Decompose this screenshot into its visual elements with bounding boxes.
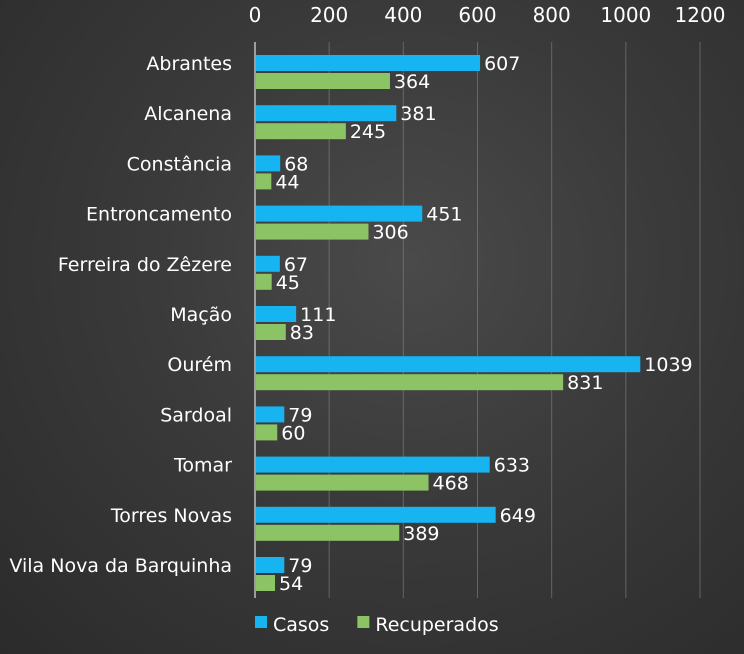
category-label: Alcanena (144, 103, 232, 125)
bars (256, 55, 641, 591)
bar-casos (256, 406, 285, 423)
gridlines (328, 42, 701, 598)
x-tick-label: 0 (249, 3, 262, 27)
data-label: 468 (433, 473, 469, 495)
x-tick-label: 200 (310, 3, 348, 27)
data-label: 649 (500, 505, 536, 527)
bar-recuperados (256, 524, 400, 541)
bar-recuperados (256, 223, 369, 240)
bar-casos (256, 205, 423, 222)
data-label: 831 (567, 372, 603, 394)
category-label: Entroncamento (86, 204, 232, 226)
data-label: 111 (300, 304, 336, 326)
bar-recuperados (256, 73, 390, 89)
data-label: 381 (400, 103, 436, 125)
bar-casos (256, 306, 297, 322)
category-label: Mação (170, 304, 232, 326)
bar-recuperados (256, 123, 346, 140)
data-label: 633 (494, 455, 530, 477)
data-label: 245 (350, 121, 386, 143)
x-tick-label: 400 (384, 3, 422, 27)
bar-casos (256, 356, 641, 373)
data-label: 1039 (644, 354, 692, 376)
bar-recuperados (256, 424, 278, 441)
bar-casos (256, 456, 490, 473)
category-label: Constância (127, 153, 232, 175)
data-label: 364 (394, 71, 430, 93)
category-label: Tomar (173, 455, 232, 477)
data-label: 54 (279, 573, 303, 595)
data-label: 79 (288, 555, 312, 577)
bar-casos (256, 105, 397, 122)
data-label: 389 (403, 523, 439, 545)
category-label: Torres Novas (110, 505, 232, 527)
category-label: Vila Nova da Barquinha (9, 555, 232, 577)
bar-recuperados (256, 173, 272, 190)
bar-casos (256, 55, 481, 71)
data-label: 60 (281, 422, 305, 444)
data-label: 607 (484, 53, 520, 75)
bar-recuperados (256, 575, 276, 591)
x-tick-label: 1200 (675, 3, 726, 27)
data-label: 45 (276, 272, 300, 294)
legend-label: Casos (273, 614, 329, 636)
data-label: 306 (372, 222, 408, 244)
data-label: 68 (284, 153, 308, 175)
legend-label: Recuperados (375, 614, 498, 636)
x-tick-label: 1000 (600, 3, 651, 27)
y-axis: Abrantes Alcanena Constância Entroncamento F… (9, 42, 256, 598)
bar-recuperados (256, 474, 429, 491)
x-tick-label: 800 (533, 3, 571, 27)
bar-recuperados (256, 374, 564, 391)
category-label: Ourém (167, 354, 232, 376)
legend: Casos Recuperados (255, 614, 499, 636)
data-label: 451 (426, 204, 462, 226)
legend-swatch-casos (255, 616, 267, 628)
x-axis: 0 200 400 600 800 1000 1200 (249, 3, 726, 27)
data-label: 67 (284, 254, 308, 276)
bar-casos (256, 506, 496, 523)
category-label: Sardoal (160, 404, 232, 426)
bar-casos (256, 557, 285, 573)
bar-recuperados (256, 324, 286, 340)
category-label: Abrantes (146, 53, 232, 75)
x-tick-label: 600 (458, 3, 496, 27)
data-label: 44 (275, 171, 299, 193)
data-label: 83 (290, 322, 314, 344)
bar-recuperados (256, 273, 272, 290)
legend-swatch-recuperados (357, 616, 370, 628)
category-label: Ferreira do Zêzere (58, 254, 232, 276)
bar-casos (256, 255, 280, 272)
data-label: 79 (288, 404, 312, 426)
bar-casos (256, 155, 281, 172)
